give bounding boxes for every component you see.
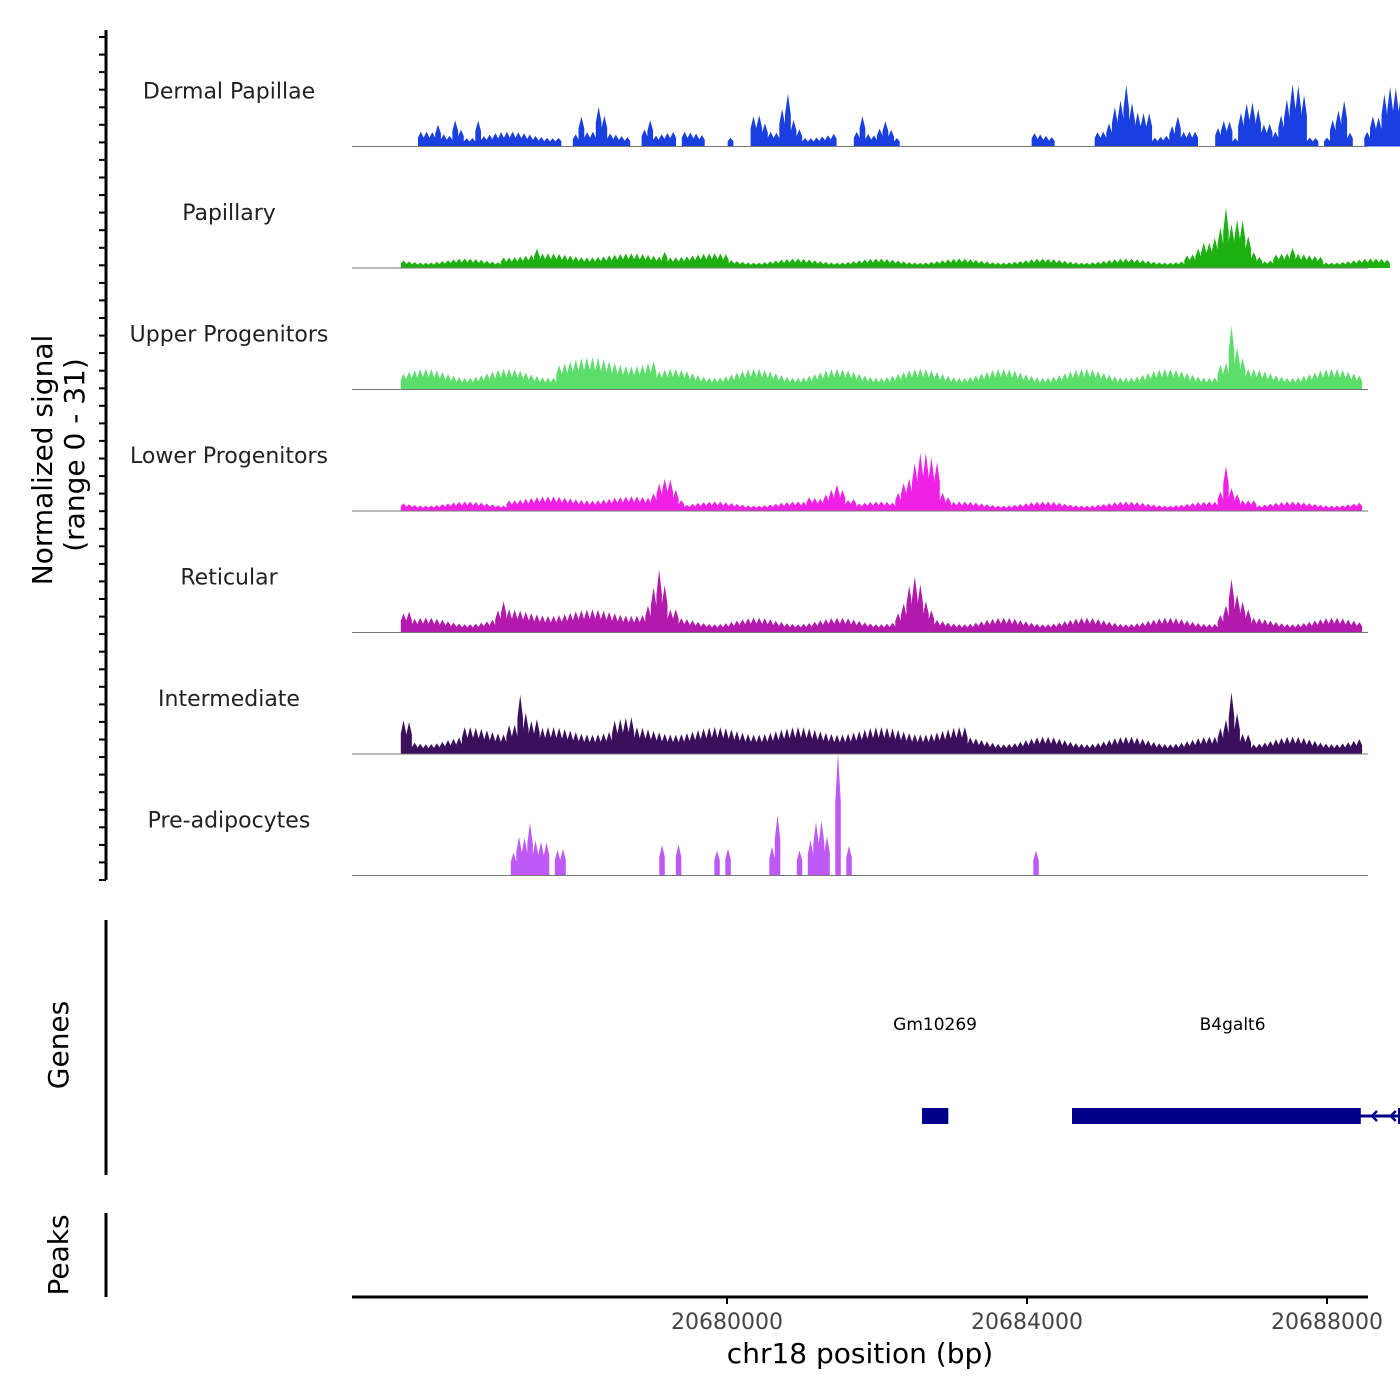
coverage-area-pre-adipocytes (400, 752, 1400, 876)
coverage-area-lower-progenitors (400, 452, 1400, 511)
track-upper-progenitors: Upper Progenitors (130, 323, 1400, 390)
genes-track: Gm10269 B4galt6 (104, 920, 1400, 1175)
strand-arrow (1388, 1110, 1397, 1122)
x-axis: 20680000 20684000 20688000 (352, 1295, 1383, 1335)
gene-exon (1072, 1108, 1361, 1124)
x-tick-label: 20688000 (1271, 1310, 1383, 1335)
gene-exon (922, 1108, 949, 1124)
track-dermal-papillae: Dermal Papillae (143, 80, 1400, 147)
genes-track-label: Genes (42, 1001, 75, 1089)
track-reticular: Reticular (180, 566, 1400, 633)
track-label-pre-adipocytes: Pre-adipocytes (148, 809, 311, 834)
track-lower-progenitors: Lower Progenitors (130, 444, 1400, 512)
gene-b4galt6: B4galt6 (1072, 1015, 1400, 1124)
coverage-area-papillary (400, 207, 1400, 268)
x-tick-label: 20680000 (671, 1310, 783, 1335)
x-axis-label: chr18 position (bp) (727, 1337, 993, 1370)
track-intermediate: Intermediate (158, 687, 1400, 755)
x-tick-label: 20684000 (971, 1310, 1083, 1335)
gene-label-gm10269: Gm10269 (893, 1015, 977, 1035)
coverage-area-upper-progenitors (400, 326, 1400, 390)
y-axis-label-line1: Normalized signal (26, 335, 59, 586)
strand-arrow (1370, 1110, 1378, 1122)
track-papillary: Papillary (182, 201, 1400, 269)
gene-gm10269: Gm10269 (893, 1015, 977, 1124)
y-axis (99, 30, 108, 881)
track-label-intermediate: Intermediate (158, 687, 300, 712)
coverage-area-dermal-papillae (400, 84, 1400, 147)
track-label-lower-progenitors: Lower Progenitors (130, 444, 328, 469)
track-label-reticular: Reticular (180, 566, 278, 591)
coverage-area-reticular (400, 569, 1400, 633)
track-label-papillary: Papillary (182, 201, 276, 226)
gene-exon (1398, 1108, 1400, 1124)
peaks-track-label: Peaks (42, 1214, 75, 1295)
gene-label-b4galt6: B4galt6 (1200, 1015, 1266, 1035)
y-axis-label-line2: (range 0 - 31) (58, 358, 91, 552)
track-pre-adipocytes: Pre-adipocytes (148, 752, 1400, 876)
track-label-dermal-papillae: Dermal Papillae (143, 80, 315, 105)
track-label-upper-progenitors: Upper Progenitors (130, 323, 329, 348)
coverage-area-intermediate (400, 692, 1400, 754)
coverage-tracks: Dermal Papillae Papillary Upper Progenitor… (130, 80, 1400, 876)
